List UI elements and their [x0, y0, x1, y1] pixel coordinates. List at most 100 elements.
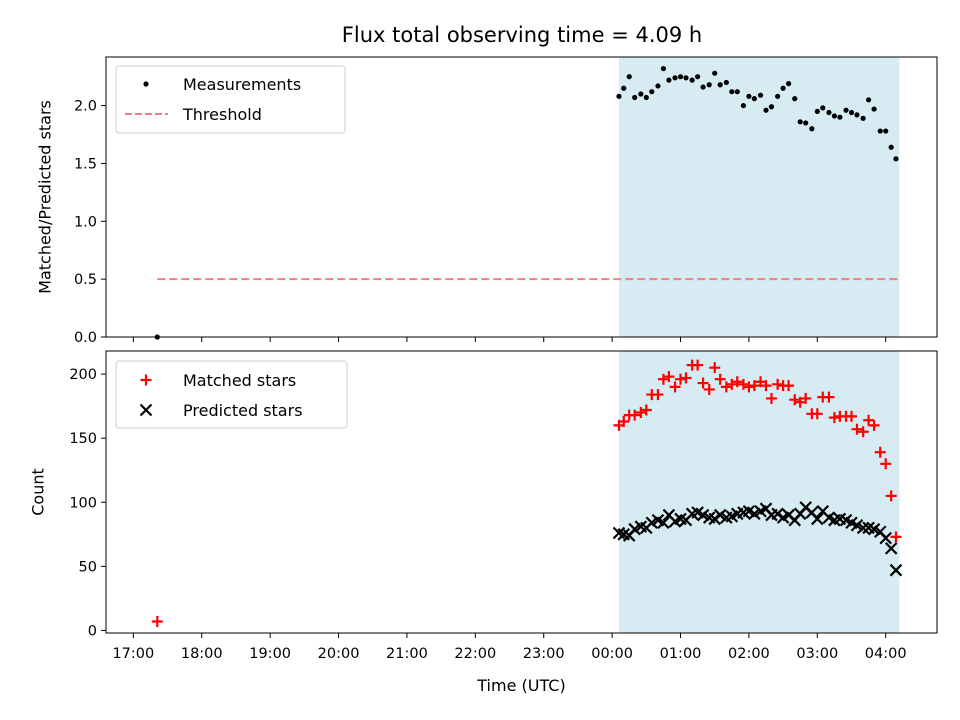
- measurement-point: [677, 74, 684, 80]
- matched-star-point: [846, 410, 858, 422]
- matched-star-point: [800, 392, 812, 404]
- bottom-panel-legend: Matched stars Predicted stars: [115, 360, 348, 429]
- matched-star-point: [663, 371, 675, 383]
- matched-star-point: [737, 378, 749, 390]
- predicted-star-point: [657, 516, 670, 530]
- legend-cross-glyph: [139, 403, 153, 417]
- y-tick-label: 100: [69, 495, 97, 511]
- x-tick-label: 17:00: [112, 646, 154, 662]
- measurement-point: [621, 85, 627, 91]
- y-tick-label: 0: [88, 623, 97, 639]
- x-tick-label: 01:00: [660, 646, 702, 662]
- top-panel-legend: Measurements Threshold: [115, 65, 346, 134]
- top-panel-x-tick-marks: [132, 337, 887, 342]
- measurement-point: [797, 119, 803, 125]
- matched-star-point: [635, 407, 647, 419]
- measurement-point: [854, 112, 860, 118]
- x-tick-label: 19:00: [249, 646, 291, 662]
- measurement-point: [734, 89, 740, 95]
- matched-star-point: [789, 394, 801, 406]
- matched-star-point: [640, 404, 652, 416]
- y-tick-label: 50: [79, 559, 97, 575]
- legend-matched-marker: [140, 374, 152, 386]
- top-panel-frame: [105, 56, 938, 338]
- measurement-point: [638, 91, 644, 97]
- bottom-panel-y-ticks: 0 50 100 150 200: [69, 367, 106, 639]
- matched-star-point: [657, 373, 669, 385]
- legend-predicted-label: Predicted stars: [183, 401, 303, 420]
- bottom-panel-frame: [105, 350, 938, 634]
- matched-star-point: [697, 377, 709, 389]
- measurement-point: [729, 89, 735, 95]
- x-tick-label: 02:00: [728, 646, 770, 662]
- measurement-point: [768, 104, 775, 110]
- x-tick-label: 21:00: [386, 646, 428, 662]
- measurement-point: [820, 105, 826, 111]
- measurement-point: [723, 79, 729, 86]
- measurement-point: [740, 102, 747, 109]
- y-tick-label: 150: [69, 431, 97, 447]
- x-tick-label: 18:00: [181, 646, 223, 662]
- measurement-point: [780, 85, 786, 91]
- matched-star-point: [669, 381, 681, 393]
- measurement-point: [689, 77, 695, 83]
- measurement-point: [871, 106, 877, 112]
- predicted-star-point: [889, 563, 903, 577]
- x-tick-label: 22:00: [454, 646, 496, 662]
- y-tick-label: 0.5: [74, 272, 97, 288]
- y-tick-label: 2.0: [74, 99, 97, 115]
- matched-star-point: [880, 458, 892, 470]
- measurement-point: [660, 65, 667, 72]
- x-tick-label: 23:00: [523, 646, 565, 662]
- measurement-point: [672, 75, 678, 81]
- measurement-point: [655, 83, 661, 89]
- predicted-star-point: [884, 542, 898, 555]
- legend-threshold-label: Threshold: [182, 105, 262, 124]
- predicted-star-point: [811, 512, 824, 526]
- measurement-point: [632, 94, 638, 101]
- measurement-point: [649, 89, 655, 95]
- matched-star-point: [743, 381, 755, 393]
- measurement-point: [717, 82, 723, 88]
- chart-title: Flux total observing time = 4.09 h: [342, 23, 702, 47]
- measurement-point: [837, 114, 843, 120]
- matched-star-point: [890, 531, 902, 543]
- y-tick-label: 1.0: [74, 214, 97, 230]
- y-tick-label: 0.0: [74, 330, 97, 346]
- legend-predicted-marker: [139, 403, 153, 417]
- matched-star-point: [765, 392, 777, 404]
- observing-window-band: [618, 351, 900, 633]
- x-tick-label: 03:00: [796, 646, 838, 662]
- matched-star-point: [783, 380, 795, 392]
- measurement-point: [643, 94, 649, 101]
- predicted-star-point: [771, 507, 784, 521]
- measurement-point: [626, 74, 632, 80]
- measurement-point: [751, 96, 757, 102]
- matched-star-point: [618, 416, 630, 427]
- legend-frame: [115, 65, 346, 134]
- matched-star-point: [731, 376, 743, 388]
- matched-star-point: [692, 359, 704, 371]
- matched-star-point: [857, 426, 869, 438]
- measurement-point: [706, 82, 712, 88]
- matched-star-point: [680, 372, 692, 384]
- x-axis-label: Time (UTC): [476, 676, 565, 695]
- measurement-point: [826, 109, 832, 116]
- legend-measurements-label: Measurements: [183, 75, 301, 94]
- measurement-point: [883, 128, 889, 134]
- measurement-point: [866, 97, 872, 103]
- matched-star-point: [629, 409, 641, 421]
- top-panel-y-ticks: 0.0 0.5 1.0 1.5 2.0: [74, 99, 106, 346]
- bottom-panel-y-axis-label: Count: [29, 468, 48, 516]
- legend-plus-glyph: [140, 374, 152, 386]
- matched-star-point: [714, 373, 726, 385]
- matched-star-point: [726, 378, 738, 390]
- measurement-point: [860, 115, 866, 121]
- measurement-point: [746, 93, 752, 99]
- measurement-point: [695, 74, 701, 80]
- measurement-point: [616, 93, 622, 99]
- bottom-panel-x-ticks: 17:00 18:00 19:00 20:00 21:00 22:00 23:00 00:00…: [112, 633, 907, 662]
- legend-matched-label: Matched stars: [183, 371, 296, 390]
- measurement-point: [877, 128, 883, 134]
